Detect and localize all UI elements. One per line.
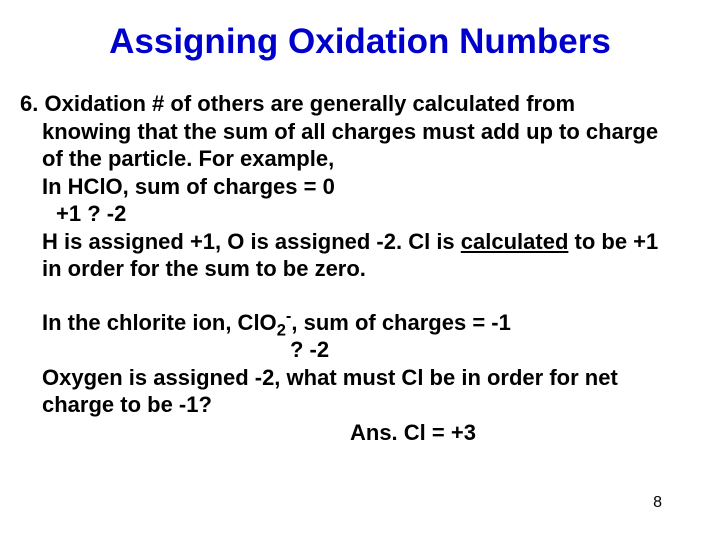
ex2-subscript: 2 <box>277 321 286 339</box>
ex1-l3-underlined: calculated <box>461 229 569 254</box>
rule-line-3: of the particle. For example, <box>0 145 720 173</box>
example1-line-3: H is assigned +1, O is assigned -2. Cl i… <box>0 228 720 256</box>
ex2-l1-part-a: In the chlorite ion, ClO <box>42 310 277 335</box>
example2-line-4: charge to be -1? <box>0 391 720 419</box>
ex2-l1-part-b: , sum of charges = -1 <box>291 310 510 335</box>
example1-line-4: in order for the sum to be zero. <box>0 255 720 283</box>
example2-line-3: Oxygen is assigned -2, what must Cl be i… <box>0 364 720 392</box>
example1-line-2: +1 ? -2 <box>0 200 720 228</box>
example2-line-1: In the chlorite ion, ClO2-, sum of charg… <box>0 309 720 337</box>
example1-line-1: In HClO, sum of charges = 0 <box>0 173 720 201</box>
rule-line-1: Oxidation # of others are generally calc… <box>44 91 575 116</box>
ex1-l3-part-c: to be +1 <box>568 229 658 254</box>
rule-block: 6. Oxidation # of others are generally c… <box>0 90 720 118</box>
slide-title: Assigning Oxidation Numbers <box>0 0 720 90</box>
example2-line-2: ? -2 <box>0 336 720 364</box>
answer-line: Ans. Cl = +3 <box>0 419 720 447</box>
page-number: 8 <box>653 494 662 512</box>
rule-line-2: knowing that the sum of all charges must… <box>0 118 720 146</box>
spacer <box>0 283 720 309</box>
ex1-l3-part-a: H is assigned +1, O is assigned -2. Cl i… <box>42 229 461 254</box>
rule-number: 6. <box>20 91 38 116</box>
